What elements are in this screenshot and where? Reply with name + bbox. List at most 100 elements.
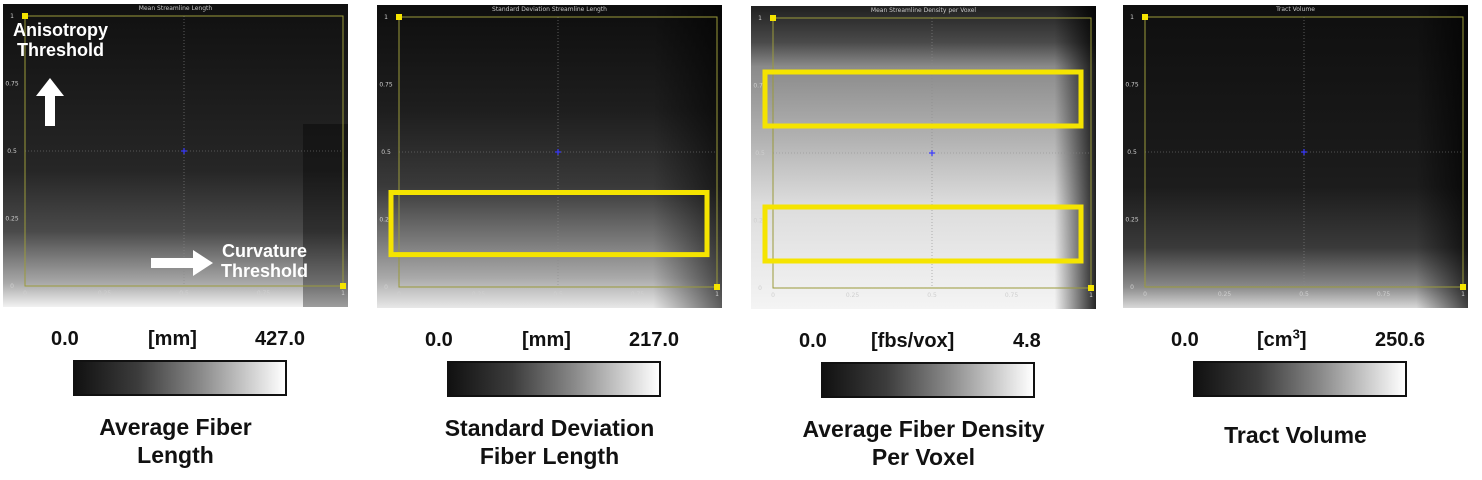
panel-label: Average Fiber Density Per Voxel [751,415,1096,471]
heatmap-plot: 0 0.25 0.5 0.75 1 0 0.25 0.5 0.75 1 Mean Streamli… [3,4,348,307]
legend-min: 0.0 [799,330,827,352]
panel-label: Average Fiber Length [3,413,348,469]
panel-label-line1: Average Fiber Density [802,416,1045,442]
y-tick-label: 0.75 [5,81,19,88]
y-tick-label: 0.75 [753,83,767,90]
panel-label-line1: Average Fiber [99,414,252,440]
plot-title: Mean Streamline Length [138,5,213,12]
x-tick-label: 0.5 [553,291,563,298]
heatmap-right-shade [377,5,722,308]
x-tick-label: 0.5 [179,290,189,297]
plot-title: Tract Volume [1276,6,1315,13]
highlight-region-box [762,69,1084,129]
heatmap-plot: 0 0.25 0.5 0.75 1 0 0.25 0.5 0.75 1 Tract Volume [1123,5,1468,308]
panel-label-line1: Standard Deviation [444,415,655,441]
heatmap-svg: 0 0.25 0.5 0.75 1 0 0.25 0.5 0.75 1 [3,4,348,307]
plot-title: Standard Deviation Streamline Length [492,6,607,13]
heatmap-svg: 0 0.25 0.5 0.75 1 0 0.25 0.5 0.75 1 [1123,5,1468,308]
y-tick-label: 0.75 [1125,82,1139,89]
up-arrow-icon [36,78,64,126]
x-tick-label: 0.25 [98,290,112,297]
colorbar [73,360,287,396]
legend-max: 217.0 [629,329,680,351]
y-tick-label: 1 [758,15,762,22]
x-tick-label: 0.5 [1299,291,1309,298]
legend-unit: [mm] [522,329,571,351]
x-tick-label: 0.25 [472,291,486,298]
heatmap-right-shade [751,6,1096,309]
legend-unit-close: ] [1299,329,1307,351]
x-tick-label: 0 [397,291,401,298]
heatmap-svg: 0 0.25 0.5 0.75 1 0 0.25 0.5 0.75 1 [377,5,722,308]
x-tick-label: 0 [1143,291,1147,298]
colorbar [1193,361,1407,397]
y-axis-annotation-line1: Anisotropy [13,20,109,40]
y-tick-label: 0 [1130,284,1134,291]
corner-handle [714,284,720,290]
y-axis-annotation-line2: Threshold [17,40,105,60]
y-tick-label: 0.25 [379,217,393,224]
panel-label-line2: Fiber Length [479,443,620,469]
legend-unit-base: [cm [1257,329,1293,351]
x-tick-label: 0.5 [927,292,937,299]
legend-min: 0.0 [51,328,79,350]
heatmap-right-shade [1123,5,1468,308]
x-tick-label: 0.25 [1218,291,1232,298]
y-tick-label: 0 [10,283,14,290]
x-axis-annotation-line1: Curvature [221,241,308,261]
y-tick-label: 0.5 [381,149,391,156]
right-arrow-icon [151,250,213,276]
x-tick-label: 0.75 [631,291,645,298]
y-tick-label: 0.5 [1127,149,1137,156]
x-tick-label: 1 [715,291,719,298]
colorbar [821,362,1035,398]
heatmap-field [3,4,348,307]
legend-unit: [fbs/vox] [871,330,955,352]
y-tick-label: 0.25 [1125,217,1139,224]
y-tick-label: 1 [1130,14,1134,21]
y-tick-label: 1 [10,13,14,20]
y-tick-label: 0.75 [379,82,393,89]
x-tick-label: 0 [771,292,775,299]
legend-max: 4.8 [1013,330,1041,352]
x-tick-label: 0 [23,290,27,297]
corner-handle [22,13,28,19]
y-tick-label: 0.5 [755,150,765,157]
panel-label-line2: Length [137,442,214,468]
legend-unit-superscript: 3 [1292,326,1300,342]
heatmap-plot: 0 0.25 0.5 0.75 1 0 0.25 0.5 0.75 1 Mean Streamli… [751,6,1096,309]
y-tick-label: 1 [384,14,388,21]
panel-label-line1: Tract Volume [1224,422,1367,448]
y-tick-label: 0.25 [5,216,19,223]
y-axis-annotation: Anisotropy Threshold [13,20,108,60]
plot-title: Mean Streamline Density per Voxel [870,7,977,14]
panel-label: Standard Deviation Fiber Length [377,414,722,470]
x-tick-label: 0.75 [257,290,271,297]
x-axis-annotation-line2: Threshold [221,261,309,281]
x-tick-label: 0.25 [846,292,860,299]
legend-unit: [mm] [148,328,197,350]
y-tick-label: 0 [758,285,762,292]
corner-handle [396,14,402,20]
y-tick-label: 0.5 [7,148,17,155]
legend-max: 427.0 [255,328,306,350]
x-axis-annotation: Curvature Threshold [221,241,308,281]
heatmap-svg: 0 0.25 0.5 0.75 1 0 0.25 0.5 0.75 1 [751,6,1096,309]
corner-handle [340,283,346,289]
legend-min: 0.0 [425,329,453,351]
heatmap-plot: 0 0.25 0.5 0.75 1 0 0.25 0.5 0.75 1 Standard Devi… [377,5,722,308]
y-tick-label: 0 [384,284,388,291]
panel-label: Tract Volume [1123,421,1468,449]
legend-unit: [cm3] [1257,326,1307,352]
x-tick-label: 0.75 [1377,291,1391,298]
x-tick-label: 1 [1461,291,1465,298]
legend-min: 0.0 [1171,329,1199,351]
corner-handle [1142,14,1148,20]
x-tick-label: 1 [1089,292,1093,299]
highlight-region-box [388,190,710,258]
corner-handle [770,15,776,21]
x-tick-label: 0.75 [1005,292,1019,299]
colorbar [447,361,661,397]
corner-handle [1088,285,1094,291]
panel-label-line2: Per Voxel [871,444,976,470]
